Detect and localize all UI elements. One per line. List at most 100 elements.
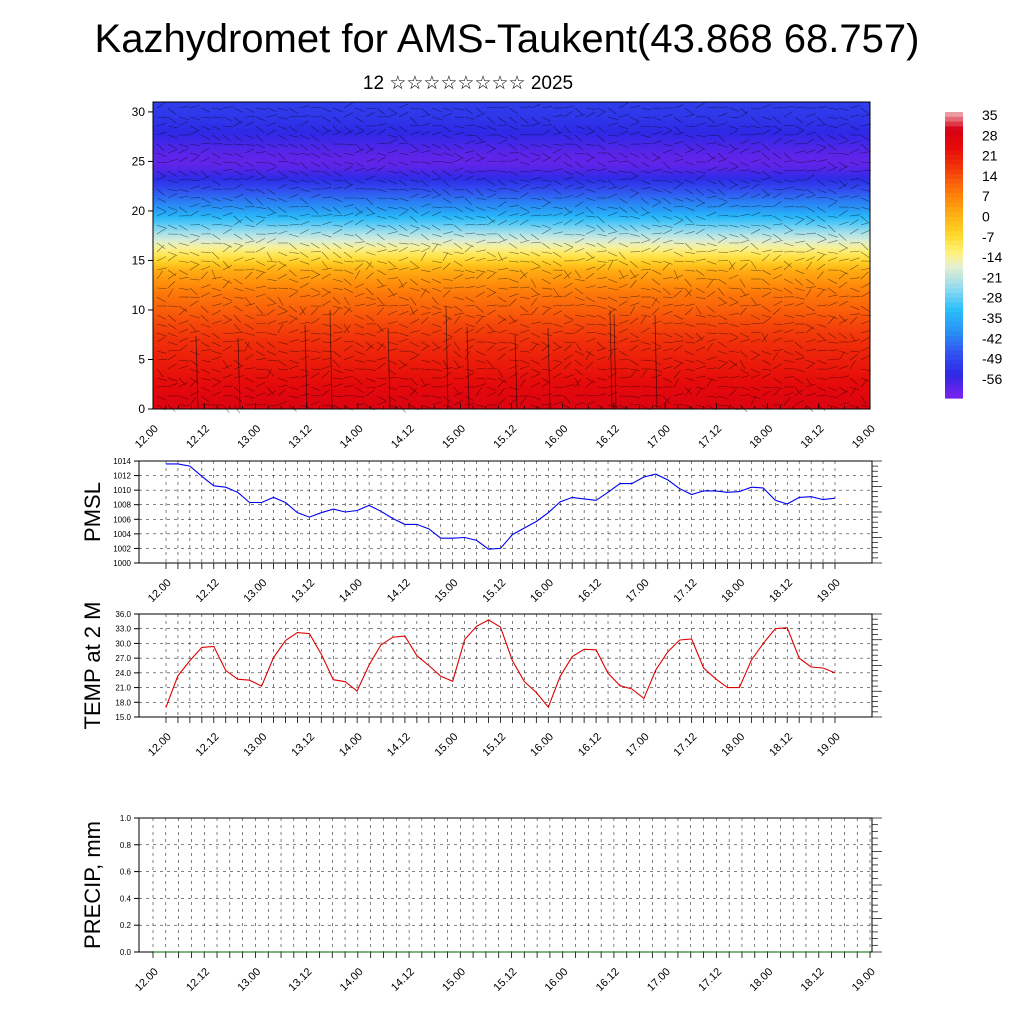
wind-barb	[838, 152, 849, 156]
wind-barb	[442, 215, 453, 221]
wind-barb	[431, 311, 442, 316]
wind-barb	[563, 152, 572, 160]
wind-barb	[376, 179, 387, 183]
wind-barb	[596, 347, 607, 352]
wind-barb	[431, 194, 442, 199]
wind-barb	[387, 149, 398, 154]
wind-barb	[398, 385, 409, 388]
colorbar-label: 28	[982, 127, 998, 143]
wind-barb	[673, 404, 685, 406]
wind-barb	[519, 212, 530, 217]
wind-barb	[420, 233, 430, 241]
wind-barb	[519, 296, 530, 299]
wind-barb	[750, 125, 761, 129]
wind-barb	[651, 347, 662, 352]
wind-barb	[299, 213, 310, 217]
pmsl-plot-frame	[138, 460, 873, 564]
wind-barb	[728, 183, 738, 190]
wind-barb	[629, 116, 640, 122]
wind-barb	[717, 395, 728, 400]
wind-barb	[266, 129, 276, 136]
wind-barb	[849, 277, 860, 280]
wind-barb	[860, 197, 871, 203]
wind-barb	[343, 307, 351, 316]
wind-barb	[310, 116, 322, 118]
wind-barb	[838, 242, 848, 249]
wind-barb	[541, 183, 551, 190]
wind-barb	[739, 307, 747, 316]
wind-barb	[420, 311, 431, 316]
wind-barb	[585, 143, 596, 147]
wind-barb	[266, 341, 276, 348]
wind-barb	[695, 197, 705, 204]
wind-barb	[640, 341, 651, 345]
wind-barb	[519, 206, 530, 212]
wind-barb	[321, 221, 332, 226]
wind-barb	[453, 312, 464, 316]
wind-barb	[244, 257, 255, 262]
wind-barb	[585, 350, 595, 357]
wind-barb	[178, 156, 188, 163]
wind-barb	[288, 291, 298, 298]
wind-barb	[849, 170, 861, 172]
wind-barb	[783, 224, 793, 231]
wind-barb	[453, 366, 464, 370]
wind-barb	[563, 161, 573, 168]
wind-barb	[431, 188, 441, 196]
wind-barb	[486, 116, 495, 124]
wind-barb	[189, 278, 200, 281]
x-tick-label: 14.12	[389, 423, 417, 451]
wind-barb	[387, 249, 398, 253]
wind-barb	[288, 143, 299, 149]
wind-barb	[739, 192, 749, 199]
wind-barb	[255, 107, 266, 110]
wind-barb	[376, 284, 387, 289]
wind-barb	[299, 188, 310, 192]
wind-barb	[761, 176, 772, 181]
wind-barb	[673, 197, 684, 202]
wind-barb	[453, 251, 464, 254]
wind-barb	[585, 331, 597, 334]
wind-barb	[222, 319, 233, 325]
wind-barb	[750, 296, 757, 306]
wind-barb	[618, 359, 630, 361]
wind-barb	[398, 224, 408, 231]
colorbar-band	[945, 145, 963, 151]
wind-barb	[508, 293, 519, 298]
x-tick-label: 12.12	[194, 577, 222, 605]
wind-barb	[816, 263, 826, 271]
wind-barb	[299, 134, 310, 140]
wind-barb	[354, 168, 365, 172]
wind-barb	[607, 152, 617, 160]
wind-barb	[772, 240, 783, 244]
wind-barb	[563, 395, 571, 404]
wind-barb	[552, 206, 563, 209]
wind-barb	[530, 122, 541, 127]
wind-barb	[717, 134, 726, 143]
wind-barb	[717, 278, 727, 285]
wind-barb	[662, 130, 672, 136]
wind-barb	[464, 232, 475, 235]
wind-barb	[794, 219, 804, 226]
wind-barb	[233, 143, 245, 146]
wind-barb	[706, 152, 715, 160]
wind-barb	[761, 292, 771, 298]
wind-barb	[585, 380, 594, 388]
colorbar-label: -42	[982, 330, 1002, 346]
wind-barb	[684, 332, 694, 340]
wind-barb	[541, 393, 552, 397]
pmsl-plot-ylabel: PMSL	[80, 482, 105, 542]
wind-barb	[585, 197, 596, 202]
wind-barb	[387, 260, 396, 268]
wind-barb	[200, 224, 211, 230]
wind-barb	[200, 175, 211, 181]
wind-barb	[662, 248, 673, 253]
wind-barb	[860, 107, 869, 115]
wind-barb	[497, 379, 506, 388]
wind-barb	[475, 249, 486, 253]
wind-barb	[849, 305, 860, 311]
wind-barb	[805, 149, 816, 154]
wind-barb	[849, 386, 860, 391]
wind-barb	[332, 395, 344, 397]
wind-barb	[398, 338, 409, 343]
